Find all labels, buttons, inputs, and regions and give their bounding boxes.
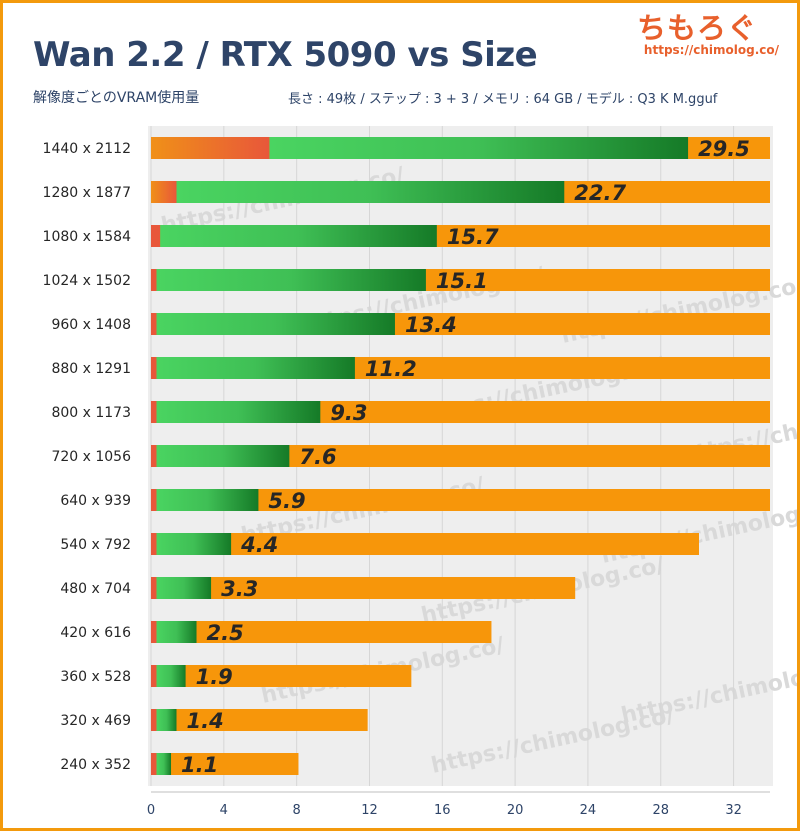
value-label: 1.9 — [196, 665, 233, 689]
bar-prefix — [151, 665, 157, 687]
value-label: 4.4 — [240, 533, 278, 557]
bar-vram — [156, 665, 186, 687]
category-label: 1440 x 2112 — [43, 141, 131, 157]
bar-total — [151, 533, 699, 555]
x-tick-label: 28 — [652, 803, 669, 818]
bar-prefix — [151, 709, 157, 731]
value-label: 22.7 — [574, 181, 626, 205]
bar-prefix — [151, 489, 157, 511]
x-tick-label: 32 — [725, 803, 742, 818]
bar-total — [151, 709, 368, 731]
bar-vram — [156, 621, 197, 643]
bar-prefix — [151, 577, 157, 599]
bar-vram — [156, 533, 232, 555]
category-label: 420 x 616 — [60, 625, 131, 641]
bar-total — [151, 753, 299, 775]
x-tick-label: 4 — [220, 803, 228, 818]
bar-total — [151, 577, 576, 599]
bar-vram — [176, 181, 565, 203]
value-label: 5.9 — [268, 489, 305, 513]
value-label: 7.6 — [299, 445, 336, 469]
bar-prefix — [151, 313, 157, 335]
category-label: 240 x 352 — [60, 757, 131, 773]
bar-total — [151, 445, 770, 467]
bar-prefix — [151, 621, 157, 643]
bar-vram — [156, 445, 290, 467]
bar-prefix — [151, 753, 157, 775]
category-label: 320 x 469 — [60, 713, 131, 729]
site-logo: ちもろぐ — [636, 11, 757, 45]
category-label: 540 x 792 — [60, 537, 131, 553]
value-label: 1.4 — [186, 709, 223, 733]
x-tick-label: 24 — [580, 803, 597, 818]
bar-total — [151, 665, 412, 687]
category-label: 480 x 704 — [60, 581, 131, 597]
category-label: 960 x 1408 — [51, 317, 131, 333]
bar-prefix — [151, 445, 157, 467]
bar-vram — [156, 357, 355, 379]
x-tick-label: 20 — [507, 803, 524, 818]
bar-prefix — [151, 137, 270, 159]
value-label: 13.4 — [405, 313, 457, 337]
value-label: 3.3 — [221, 577, 258, 601]
bar-prefix — [151, 357, 157, 379]
bar-vram — [156, 401, 321, 423]
x-tick-label: 8 — [293, 803, 301, 818]
x-tick-label: 12 — [361, 803, 378, 818]
category-label: 1080 x 1584 — [43, 229, 132, 245]
bar-vram — [160, 225, 437, 247]
value-label: 11.2 — [365, 357, 417, 381]
bar-prefix — [151, 401, 157, 423]
bar-prefix — [151, 181, 177, 203]
value-label: 15.7 — [447, 225, 499, 249]
category-label: 1280 x 1877 — [43, 185, 131, 201]
bar-vram — [156, 313, 395, 335]
bar-prefix — [151, 269, 157, 291]
value-label: 29.5 — [698, 137, 750, 161]
bar-total — [151, 621, 492, 643]
bar-total — [151, 489, 770, 511]
value-label: 9.3 — [330, 401, 367, 425]
site-url: https://chimolog.co/ — [643, 43, 779, 57]
bar-prefix — [151, 225, 161, 247]
bar-vram — [156, 577, 212, 599]
chart-parameters: 長さ : 49枚 / ステップ : 3 + 3 / メモリ : 64 GB / … — [288, 92, 718, 107]
bar-prefix — [151, 533, 157, 555]
category-label: 880 x 1291 — [51, 361, 131, 377]
bar-vram — [156, 753, 172, 775]
bar-vram — [156, 489, 259, 511]
bar-vram — [156, 709, 177, 731]
category-label: 1024 x 1502 — [43, 273, 131, 289]
value-label: 1.1 — [181, 753, 218, 777]
category-label: 800 x 1173 — [51, 405, 131, 421]
chart-title: Wan 2.2 / RTX 5090 vs Size — [33, 35, 538, 75]
x-tick-label: 16 — [434, 803, 451, 818]
category-label: 720 x 1056 — [51, 449, 131, 465]
x-tick-label: 0 — [147, 803, 155, 818]
category-label: 360 x 528 — [60, 669, 131, 685]
bar-vram — [269, 137, 689, 159]
value-label: 15.1 — [436, 269, 488, 293]
bar-vram — [156, 269, 426, 291]
bar-chart: https://chimolog.co/https://chimolog.co/… — [43, 126, 797, 818]
chart-subtitle: 解像度ごとのVRAM使用量 — [33, 90, 200, 106]
category-label: 640 x 939 — [60, 493, 131, 509]
value-label: 2.5 — [207, 621, 244, 645]
watermark-text: https://chimolog.co/ — [619, 653, 797, 729]
